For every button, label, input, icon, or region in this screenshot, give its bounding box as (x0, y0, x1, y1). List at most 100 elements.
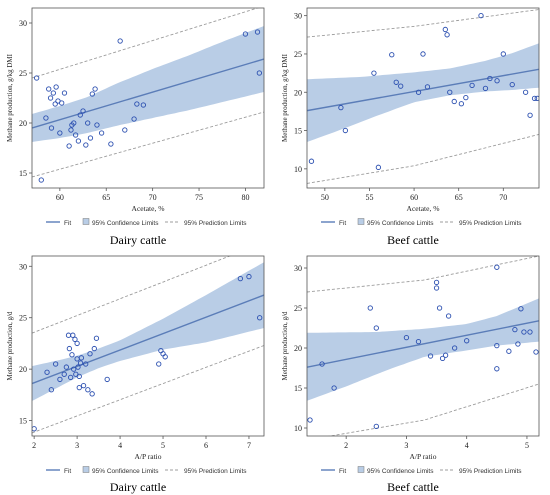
y-axis-label: Methane production, g/d (6, 311, 14, 381)
legend-prediction-label: 95% Prediction Limits (184, 468, 247, 475)
data-point (445, 313, 452, 319)
prediction-upper-line (32, 8, 260, 79)
data-point (87, 351, 93, 357)
chart-dairy-acetate: 60 65 70 75 80 15 20 25 30 Acetate, % Methane prod… (0, 0, 275, 230)
data-point (140, 102, 147, 108)
legend: Fit 95% Confidence Limits 95% Prediction L… (321, 466, 522, 475)
x-axis-label: A/P ratio (409, 452, 436, 461)
data-point (420, 51, 426, 57)
plot-frame (306, 255, 540, 437)
data-point (57, 130, 63, 136)
data-point (85, 387, 91, 393)
x-tick-label: 70 (499, 193, 507, 202)
y-tick-label: 10 (294, 165, 302, 174)
data-point (393, 79, 399, 85)
data-point (72, 132, 79, 138)
caption-beef-acetate: Beef cattle (387, 233, 439, 247)
y-tick-label: 20 (19, 365, 27, 374)
data-point (427, 353, 434, 359)
data-point (500, 51, 506, 57)
data-point (87, 135, 94, 141)
data-point (367, 305, 373, 311)
data-point (98, 130, 105, 136)
legend-prediction-label: 95% Prediction Limits (459, 220, 522, 227)
caption-dairy-ap: Dairy cattle (109, 480, 167, 494)
data-point (442, 352, 449, 358)
legend-fit-label: Fit (64, 220, 71, 227)
data-point (94, 122, 100, 128)
chart-svg: 50 55 60 65 70 10 15 20 25 30 Acetate, % Methane pr… (281, 7, 540, 227)
data-point (76, 385, 82, 391)
data-point (331, 385, 337, 391)
data-point (68, 374, 74, 381)
data-point (71, 366, 77, 372)
x-tick-label: 7 (247, 441, 251, 450)
data-point (61, 90, 68, 96)
data-point (424, 84, 431, 90)
caption-dairy-acetate: Dairy cattle (109, 233, 167, 247)
x-tick-label: 2 (344, 441, 348, 450)
chart-dairy-ap: 2 3 4 5 6 7 15 20 25 30 A/P ratio Methane productio… (0, 248, 275, 478)
data-point (44, 369, 50, 375)
data-point (53, 84, 59, 90)
data-point (478, 13, 484, 19)
caption-beef-ap: Beef cattle (387, 480, 439, 494)
data-point (50, 90, 56, 96)
data-point (307, 417, 313, 423)
legend-confidence-swatch (82, 466, 90, 473)
y-tick-label: 30 (19, 19, 27, 28)
data-point (451, 345, 458, 351)
data-point (69, 352, 75, 358)
data-point (75, 138, 82, 144)
data-point (308, 158, 315, 164)
data-point (371, 70, 377, 76)
x-tick-label: 80 (241, 193, 249, 202)
data-point (506, 348, 512, 354)
data-point (373, 423, 379, 430)
x-axis-label: Acetate, % (407, 204, 440, 213)
legend-confidence-label: 95% Confidence Limits (367, 220, 434, 227)
data-point (398, 83, 404, 89)
y-axis-label: Methane production, g/d (281, 311, 289, 381)
data-point (494, 78, 500, 84)
x-tick-label: 60 (410, 193, 418, 202)
data-point (415, 338, 422, 345)
data-point (319, 361, 325, 367)
data-point (71, 120, 77, 126)
legend-confidence-swatch (357, 466, 365, 473)
y-tick-label: 25 (294, 304, 302, 313)
data-point (61, 371, 67, 377)
data-point (442, 26, 448, 33)
data-point (533, 349, 539, 355)
data-point (93, 335, 100, 341)
data-point (104, 376, 110, 383)
data-point (162, 354, 168, 360)
data-point (134, 101, 140, 107)
legend-confidence-swatch (357, 218, 365, 225)
legend: Fit 95% Confidence Limits 95% Prediction L… (321, 218, 522, 227)
data-point (48, 387, 54, 393)
fit-line (32, 294, 264, 385)
confidence-band (32, 26, 264, 142)
y-tick-label: 30 (19, 262, 27, 271)
data-point (122, 127, 128, 133)
data-point (403, 334, 410, 341)
data-point (80, 382, 87, 389)
legend-confidence-label: 95% Confidence Limits (367, 468, 434, 475)
x-tick-label: 5 (525, 441, 529, 450)
data-point (254, 29, 261, 35)
legend: Fit 95% Confidence Limits 95% Prediction L… (46, 466, 247, 475)
fit-line (307, 320, 539, 368)
prediction-upper-line (32, 256, 231, 334)
data-point (527, 329, 533, 335)
data-point (415, 89, 422, 95)
data-point (85, 120, 91, 126)
plot-frame (306, 7, 540, 189)
data-point (77, 112, 83, 118)
data-point (257, 315, 263, 321)
y-tick-label: 15 (19, 417, 27, 426)
data-point (72, 336, 78, 342)
data-point (89, 91, 95, 97)
data-point (70, 332, 76, 338)
data-point (482, 85, 489, 92)
